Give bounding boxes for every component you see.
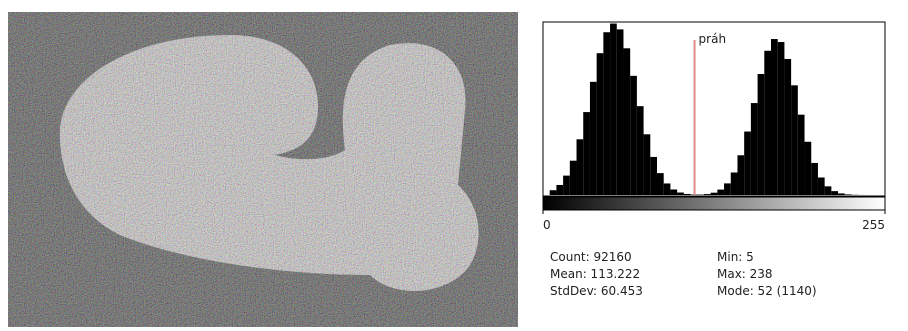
bar bbox=[818, 177, 825, 195]
bar bbox=[664, 183, 671, 195]
bar bbox=[764, 51, 771, 195]
bar bbox=[610, 24, 617, 195]
bar bbox=[570, 161, 577, 195]
bar bbox=[744, 132, 751, 195]
bar bbox=[758, 74, 765, 195]
bar bbox=[704, 194, 711, 195]
stat-line: Min: 5 bbox=[717, 250, 754, 264]
statistics: Count: 92160 Mean: 113.222 StdDev: 60.453 M… bbox=[550, 250, 817, 298]
bar bbox=[751, 103, 758, 195]
noisy-image bbox=[8, 12, 518, 327]
bar bbox=[637, 106, 644, 195]
gray-ramp bbox=[543, 197, 885, 210]
bar bbox=[825, 186, 832, 195]
stat-line: Mode: 52 (1140) bbox=[717, 284, 817, 298]
x-tick-label: 0 bbox=[543, 218, 551, 232]
image-noise bbox=[8, 12, 518, 327]
bar bbox=[657, 173, 664, 195]
bar bbox=[771, 39, 778, 195]
bar bbox=[791, 85, 798, 195]
stat-line: StdDev: 60.453 bbox=[550, 284, 643, 298]
bar bbox=[798, 115, 805, 195]
bar bbox=[805, 142, 812, 195]
bar bbox=[617, 29, 624, 195]
bar bbox=[590, 82, 597, 195]
screenshot: práh 0 255 Count: 92160 Mean: 113.222 StdDev… bbox=[0, 0, 908, 327]
bar bbox=[711, 193, 718, 195]
bar bbox=[724, 183, 731, 195]
threshold-label: práh bbox=[699, 32, 727, 46]
bar bbox=[556, 185, 563, 195]
bar bbox=[650, 157, 657, 195]
bar bbox=[603, 32, 610, 195]
x-tick-label: 255 bbox=[862, 218, 885, 232]
bar bbox=[583, 112, 590, 195]
bar bbox=[737, 155, 744, 195]
bar bbox=[597, 53, 604, 195]
bar bbox=[630, 76, 637, 195]
bar bbox=[677, 193, 684, 195]
bar bbox=[845, 194, 852, 195]
bar bbox=[731, 173, 738, 195]
bar bbox=[563, 176, 570, 195]
bar bbox=[550, 190, 557, 195]
stat-line: Max: 238 bbox=[717, 267, 773, 281]
stat-line: Mean: 113.222 bbox=[550, 267, 640, 281]
bar bbox=[838, 193, 845, 195]
bar bbox=[684, 194, 691, 195]
bar bbox=[670, 189, 677, 195]
bar bbox=[623, 48, 630, 195]
bar bbox=[577, 139, 584, 195]
bar bbox=[644, 134, 651, 195]
bar bbox=[811, 163, 818, 195]
bar bbox=[831, 191, 838, 195]
bar bbox=[784, 59, 791, 195]
bar bbox=[717, 190, 724, 195]
stat-line: Count: 92160 bbox=[550, 250, 632, 264]
bar bbox=[778, 42, 785, 195]
